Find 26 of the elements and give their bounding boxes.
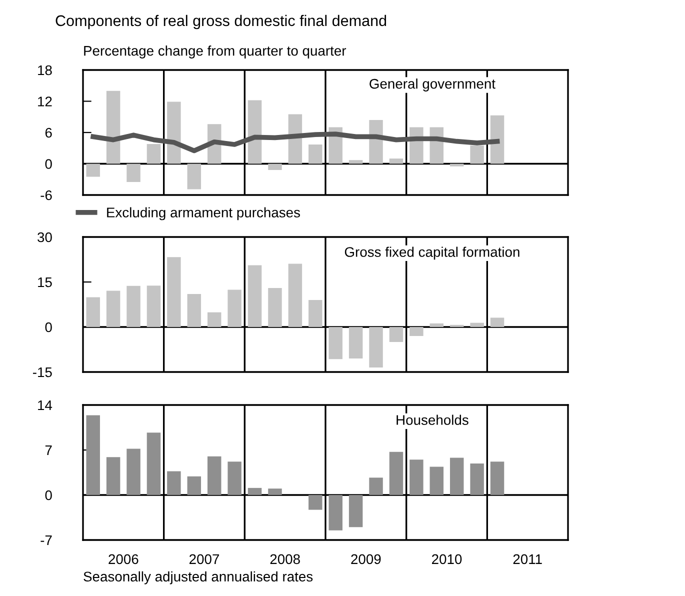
y-tick-label: 7 [45, 445, 52, 456]
chart-title: Components of real gross domestic final demand [56, 14, 386, 30]
y-tick-label: 18 [38, 65, 52, 76]
chart-subtitle: Percentage change from quarter to quarter [84, 46, 346, 58]
y-tick-label: 12 [38, 96, 52, 106]
x-tick-label: 2011 [513, 554, 542, 564]
y-tick-label: 0 [45, 159, 52, 169]
annotation: General government [370, 78, 496, 92]
annotation: Households [396, 414, 468, 425]
y-tick-label: -7 [40, 535, 52, 546]
y-tick-label: 6 [45, 128, 52, 138]
y-tick-label: -6 [40, 190, 52, 200]
x-tick-label: 2007 [190, 554, 220, 564]
y-tick-label: 0 [45, 490, 52, 500]
legend-label: Excluding armament purchases [107, 207, 300, 220]
y-tick-label: -15 [32, 367, 52, 378]
x-tick-label: 2008 [270, 554, 300, 564]
y-tick-label: 0 [45, 322, 52, 332]
y-tick-label: 30 [38, 232, 52, 242]
x-tick-label: 2010 [432, 554, 462, 564]
x-tick-label: 2006 [108, 554, 138, 564]
text: Seasonally adjusted annualised rates [84, 571, 313, 584]
annotation: Gross fixed capital formation [344, 246, 520, 260]
y-tick-label: 15 [38, 277, 52, 288]
y-tick-label: 14 [38, 400, 52, 410]
x-tick-label: 2009 [351, 554, 381, 564]
